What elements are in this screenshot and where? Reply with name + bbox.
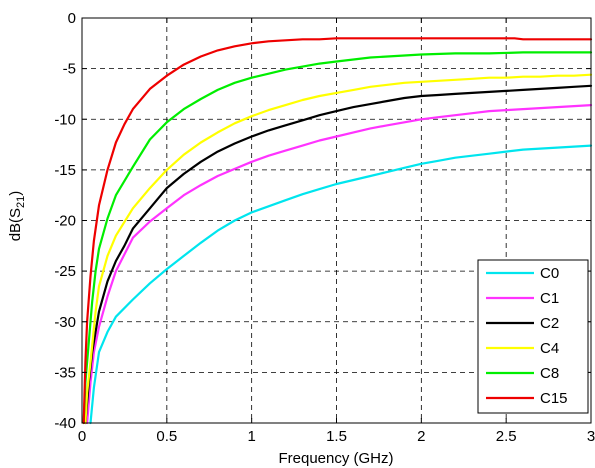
x-tick-label: 0.5 (156, 428, 177, 445)
y-tick-labels: -40 -35 -30 -25 -20 -15 -10 -5 0 (54, 10, 76, 432)
y-tick-label: -30 (54, 314, 76, 331)
x-tick-label: 2.5 (496, 428, 517, 445)
y-tick-label: -25 (54, 263, 76, 280)
x-tick-label: 1.5 (326, 428, 347, 445)
y-tick-label: -5 (63, 61, 76, 78)
legend-label-c2: C2 (540, 315, 559, 332)
x-tick-labels: 0 0.5 1 1.5 2 2.5 3 (78, 428, 595, 445)
y-tick-label: 0 (68, 10, 76, 27)
legend-label-c8: C8 (540, 365, 559, 382)
x-axis-label: Frequency (GHz) (278, 450, 393, 467)
x-tick-label: 2 (417, 428, 425, 445)
x-tick-label: 3 (587, 428, 595, 445)
y-tick-label: -10 (54, 111, 76, 128)
y-tick-label: -15 (54, 162, 76, 179)
legend-box (478, 260, 588, 413)
legend-label-c0: C0 (540, 265, 559, 282)
x-tick-label: 0 (78, 428, 86, 445)
legend-label-c1: C1 (540, 290, 559, 307)
y-tick-label: -40 (54, 415, 76, 432)
y-tick-label: -35 (54, 364, 76, 381)
legend-label-c15: C15 (540, 390, 568, 407)
legend-label-c4: C4 (540, 340, 559, 357)
y-axis-label: dB(S21) (7, 191, 27, 242)
legend: C0 C1 C2 C4 C8 C15 (478, 260, 588, 413)
y-tick-label: -20 (54, 213, 76, 230)
x-tick-label: 1 (247, 428, 255, 445)
